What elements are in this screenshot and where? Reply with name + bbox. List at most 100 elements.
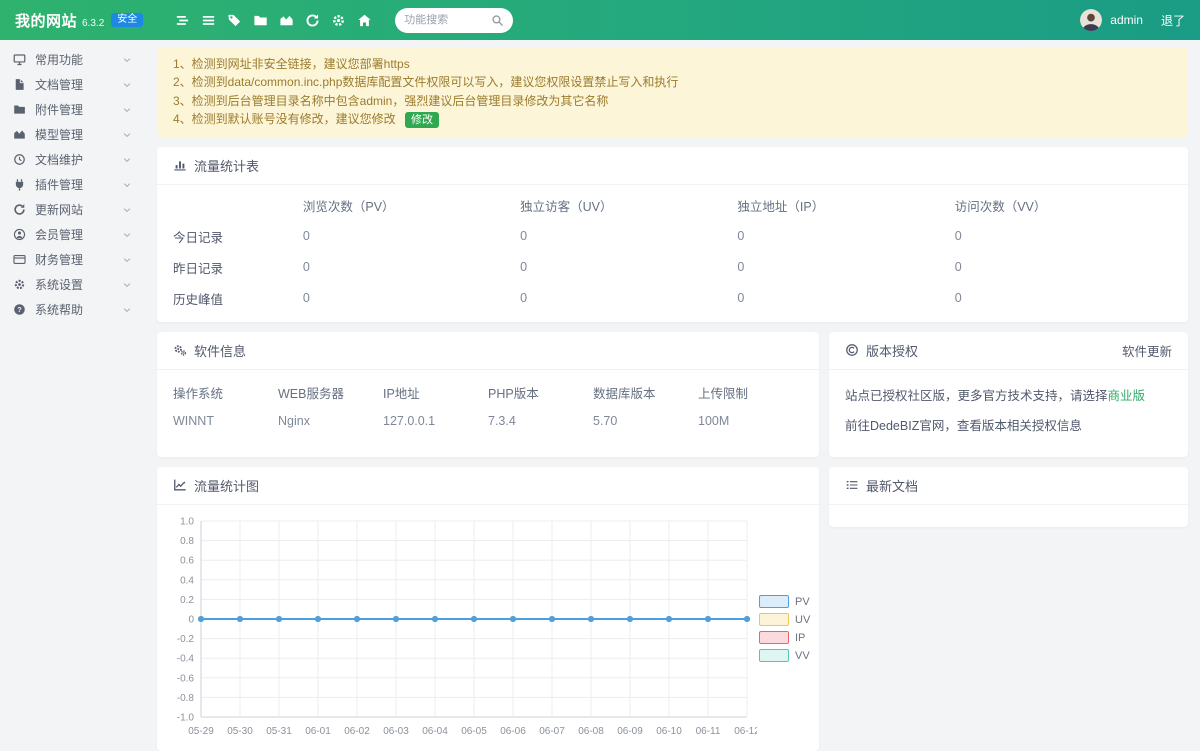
version-label: 6.3.2 [82, 17, 105, 29]
home-icon[interactable] [351, 7, 377, 33]
cogs-icon [174, 345, 187, 356]
svg-text:0.2: 0.2 [180, 594, 194, 605]
sidebar-item-attachment-management[interactable]: 附件管理 [0, 97, 145, 122]
license-panel: 版本授权 软件更新 站点已授权社区版，更多官方技术支持，请选择商业版 前往Ded… [829, 331, 1188, 457]
sidebar-item-plugin-management[interactable]: 插件管理 [0, 172, 145, 197]
legend-item-pv[interactable]: PV [759, 595, 810, 608]
sidebar-item-label: 常用功能 [35, 53, 84, 67]
gear-icon[interactable] [325, 7, 351, 33]
info-label: PHP版本 [488, 386, 539, 401]
sidebar-item-update-site[interactable]: 更新网站 [0, 197, 145, 222]
function-search[interactable] [395, 7, 514, 33]
gear-icon [14, 279, 25, 290]
alert-item: 2、检测到data/common.inc.php数据库配置文件权限可以写入，建议… [173, 75, 679, 89]
cell-value: 0 [302, 291, 310, 305]
svg-text:-1.0: -1.0 [177, 712, 195, 723]
svg-text:06-04: 06-04 [422, 726, 448, 737]
chart-legend: PV UV IP VV [759, 593, 810, 665]
fix-button[interactable]: 修改 [405, 112, 440, 128]
refresh-icon[interactable] [299, 7, 325, 33]
sidebar-item-common-functions[interactable]: 常用功能 [0, 47, 145, 72]
chart-area-icon[interactable] [273, 7, 299, 33]
chevron-down-icon [123, 82, 131, 87]
sidebar-item-document-management[interactable]: 文档管理 [0, 72, 145, 97]
menu-icon[interactable] [195, 7, 221, 33]
latest-docs-empty [829, 505, 1188, 527]
cell-value: 0 [302, 229, 310, 243]
traffic-chart-panel: 流量统计图 1.0 0.8 0.6 0.4 0.2 0 -0.2 -0.4 -0.6 -0.8 -1… [157, 466, 819, 751]
traffic-line-chart: 1.0 0.8 0.6 0.4 0.2 0 -0.2 -0.4 -0.6 -0.8 -1.0 05-2… [177, 516, 757, 737]
logout-link[interactable]: 退了 [1160, 13, 1185, 28]
sidebar-item-label: 插件管理 [35, 178, 84, 192]
security-alerts: 1、检测到网址非安全链接，建议您部署https 2、检测到data/common… [157, 48, 1188, 137]
traffic-table-panel: 流量统计表 浏览次数（PV） 独立访客（UV） 独立地址（IP） 访问次数（VV… [157, 146, 1188, 322]
chevron-down-icon [123, 132, 131, 137]
column-header-uv: 独立访客（UV） [520, 199, 613, 214]
search-input[interactable] [404, 14, 492, 26]
svg-text:-0.6: -0.6 [177, 673, 195, 684]
folder-icon [14, 105, 25, 114]
info-label: 操作系统 [173, 386, 224, 401]
commercial-edition-link[interactable]: 商业版 [1107, 388, 1146, 403]
username[interactable]: admin [1110, 13, 1143, 27]
sidebar-item-finance-management[interactable]: 财务管理 [0, 247, 145, 272]
copyright-icon [846, 344, 858, 356]
info-value: 5.70 [593, 413, 618, 428]
sidebar-item-system-settings[interactable]: 系统设置 [0, 272, 145, 297]
software-update-link[interactable]: 软件更新 [1121, 344, 1172, 359]
info-label: IP地址 [383, 386, 420, 401]
bar-chart-icon [174, 161, 186, 171]
svg-text:1.0: 1.0 [180, 516, 194, 527]
panel-title: 流量统计表 [194, 158, 260, 174]
svg-text:0.4: 0.4 [180, 575, 194, 586]
svg-text:06-05: 06-05 [461, 726, 487, 737]
sidebar-item-model-management[interactable]: 模型管理 [0, 122, 145, 147]
chevron-down-icon [123, 157, 131, 162]
column-header-vv: 访问次数（VV） [954, 199, 1047, 214]
legend-item-uv[interactable]: UV [759, 613, 810, 626]
legend-item-vv[interactable]: VV [759, 649, 810, 662]
row-label: 历史峰值 [173, 292, 224, 307]
legend-swatch [759, 631, 789, 644]
svg-text:06-08: 06-08 [578, 726, 604, 737]
folder-icon[interactable] [247, 7, 273, 33]
info-value: WINNT [173, 413, 214, 428]
main-content: 1、检测到网址非安全链接，建议您部署https 2、检测到data/common… [145, 40, 1200, 751]
brand[interactable]: 我的网站 6.3.2 安全 [15, 10, 144, 31]
chevron-down-icon [123, 307, 131, 312]
svg-text:?: ? [17, 305, 22, 314]
avatar[interactable] [1080, 9, 1103, 31]
tag-icon[interactable] [221, 7, 247, 33]
cell-value: 0 [737, 260, 745, 274]
sidebar-item-document-maintenance[interactable]: 文档维护 [0, 147, 145, 172]
sidebar-item-label: 文档管理 [35, 78, 84, 92]
software-info-panel: 软件信息 操作系统 WINNT WEB服务器 Nginx IP地址 127.0.0.1… [157, 331, 819, 457]
legend-item-ip[interactable]: IP [759, 631, 810, 644]
svg-text:06-07: 06-07 [539, 726, 565, 737]
stream-icon[interactable] [169, 7, 195, 33]
sidebar-item-label: 财务管理 [35, 253, 84, 267]
cell-value: 0 [737, 291, 745, 305]
alert-text: 4、检测到默认账号没有修改，建议您修改 [173, 112, 396, 126]
sidebar-item-label: 更新网站 [35, 203, 84, 217]
panel-title: 软件信息 [194, 343, 247, 359]
sidebar-item-label: 模型管理 [35, 128, 84, 142]
chevron-down-icon [123, 182, 131, 187]
svg-text:-0.2: -0.2 [177, 634, 195, 645]
corner-cell [173, 187, 303, 221]
chevron-down-icon [123, 232, 131, 237]
line-chart-icon [174, 479, 186, 491]
security-badge[interactable]: 安全 [111, 13, 144, 27]
navbar-shortcuts [169, 7, 377, 33]
sidebar-item-label: 系统帮助 [35, 303, 84, 317]
file-icon [15, 78, 24, 90]
svg-text:0: 0 [188, 614, 194, 625]
table-row: 昨日记录 0 0 0 0 [173, 252, 1172, 283]
table-row: 今日记录 0 0 0 0 [173, 221, 1172, 252]
sidebar-item-system-help[interactable]: ? 系统帮助 [0, 297, 145, 322]
info-value: 7.3.4 [488, 413, 516, 428]
sidebar-item-label: 附件管理 [35, 103, 84, 117]
alert-item: 3、检测到后台管理目录名称中包含admin，强烈建议后台管理目录修改为其它名称 [173, 93, 609, 108]
sidebar-item-member-management[interactable]: 会员管理 [0, 222, 145, 247]
svg-text:05-29: 05-29 [188, 726, 214, 737]
